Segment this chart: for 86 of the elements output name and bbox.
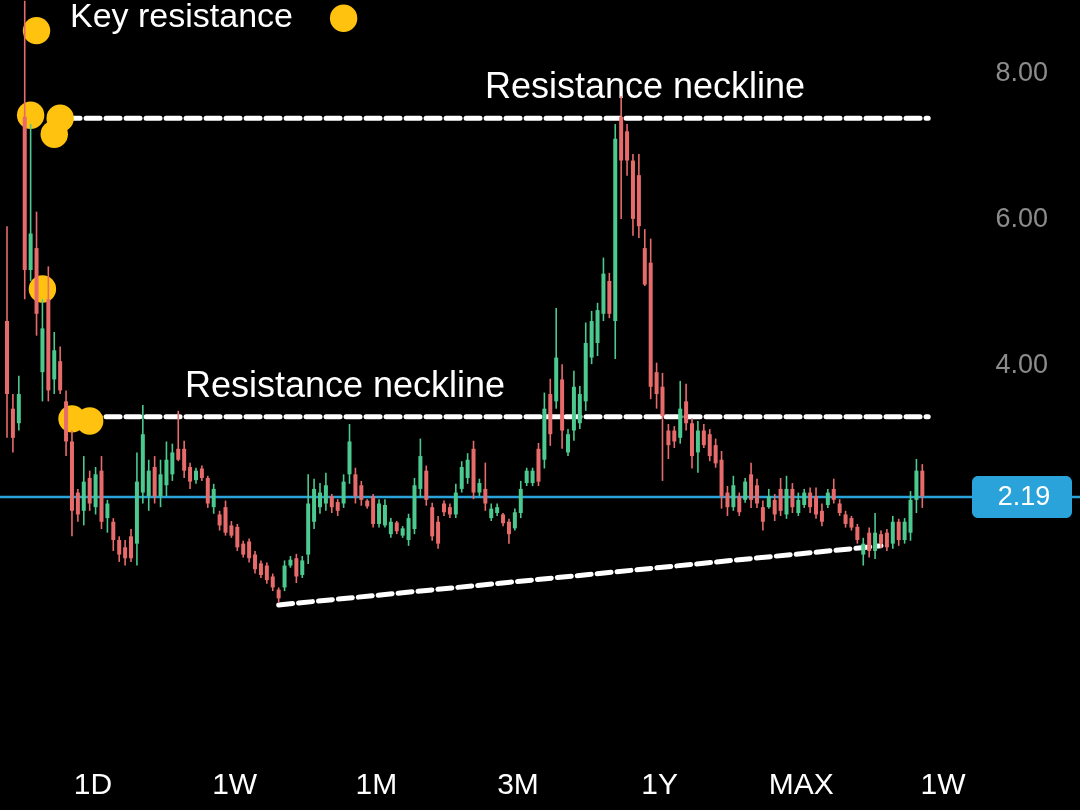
candlestick	[707, 428, 712, 462]
candlestick	[211, 483, 216, 515]
ref-line-label: Resistance neckline	[484, 65, 806, 107]
candlestick	[760, 499, 765, 532]
y-tick-label: 6.00	[995, 203, 1049, 234]
candlestick	[382, 498, 387, 529]
candlestick	[867, 526, 872, 559]
point	[329, 4, 358, 32]
candlestick	[695, 420, 700, 474]
candlestick	[388, 517, 393, 539]
candlestick	[217, 510, 222, 532]
annotation: MAX	[768, 767, 834, 800]
candlestick	[176, 410, 181, 462]
candlestick	[329, 493, 334, 514]
candlestick	[117, 535, 122, 563]
candlestick	[802, 488, 807, 509]
candlestick	[701, 423, 706, 449]
point	[46, 104, 74, 132]
annotation: 1W	[212, 767, 258, 800]
candlestick	[235, 523, 240, 552]
candlestick	[111, 517, 116, 552]
candlestick	[772, 493, 777, 522]
candlestick	[512, 507, 517, 532]
candlestick	[666, 423, 671, 460]
candlestick	[902, 517, 907, 545]
y-tick-label: 4.00	[995, 349, 1049, 380]
candlestick	[713, 437, 718, 469]
candlestick	[294, 553, 299, 584]
candlestick	[282, 559, 287, 592]
annotation: 1Y	[641, 767, 679, 800]
candlestick	[323, 472, 328, 512]
candlestick	[483, 461, 488, 512]
candlestick	[796, 491, 801, 517]
candlestick	[182, 439, 187, 479]
candlestick	[831, 477, 836, 505]
candlestick	[672, 425, 677, 449]
candlestick	[861, 537, 866, 567]
y-tick-label: 8.00	[995, 57, 1049, 88]
candlestick	[359, 480, 364, 507]
candlestick	[855, 523, 860, 545]
annotation: 1M	[355, 767, 398, 800]
candlestick	[825, 488, 830, 509]
candlestick	[530, 466, 535, 487]
candlestick	[129, 528, 134, 563]
annotation: 1W	[920, 767, 967, 800]
candlestick	[737, 491, 742, 517]
candlestick	[790, 482, 795, 514]
candlestick	[353, 466, 358, 505]
candlestick	[884, 528, 889, 552]
candlestick	[814, 486, 819, 520]
candlestick	[566, 428, 571, 457]
candlestick	[754, 477, 759, 509]
annotation: 3M	[497, 767, 539, 800]
candlestick	[778, 477, 783, 517]
candlestick	[264, 561, 269, 585]
point	[22, 16, 51, 45]
candlestick	[808, 486, 813, 514]
candlestick	[317, 482, 322, 515]
candlestick	[75, 488, 80, 523]
candlestick	[506, 518, 511, 545]
candlestick	[684, 383, 689, 432]
candlestick	[170, 442, 175, 482]
candlestick	[253, 550, 258, 575]
candlestick	[890, 515, 895, 550]
candlestick	[188, 461, 193, 490]
candlestick	[819, 502, 824, 527]
candlestick	[105, 499, 110, 534]
candlestick	[341, 473, 346, 509]
annotation: Key resistance	[70, 0, 293, 34]
candlestick	[465, 452, 470, 485]
candlestick	[743, 477, 748, 504]
annotation: 1D	[73, 767, 113, 800]
candlestick	[731, 474, 736, 512]
candlestick	[766, 488, 771, 510]
ref-line-label: Resistance neckline	[184, 363, 506, 405]
candlestick	[459, 460, 464, 494]
candlestick	[524, 466, 529, 487]
candlestick	[123, 539, 128, 567]
candlestick	[300, 555, 305, 579]
candlestick	[436, 515, 441, 550]
candlestick	[896, 518, 901, 547]
candlestick	[873, 512, 878, 560]
candlestick	[247, 537, 252, 564]
candlestick	[377, 498, 382, 529]
candlestick	[453, 483, 458, 519]
ref-line-label: 2.19	[997, 480, 1051, 511]
